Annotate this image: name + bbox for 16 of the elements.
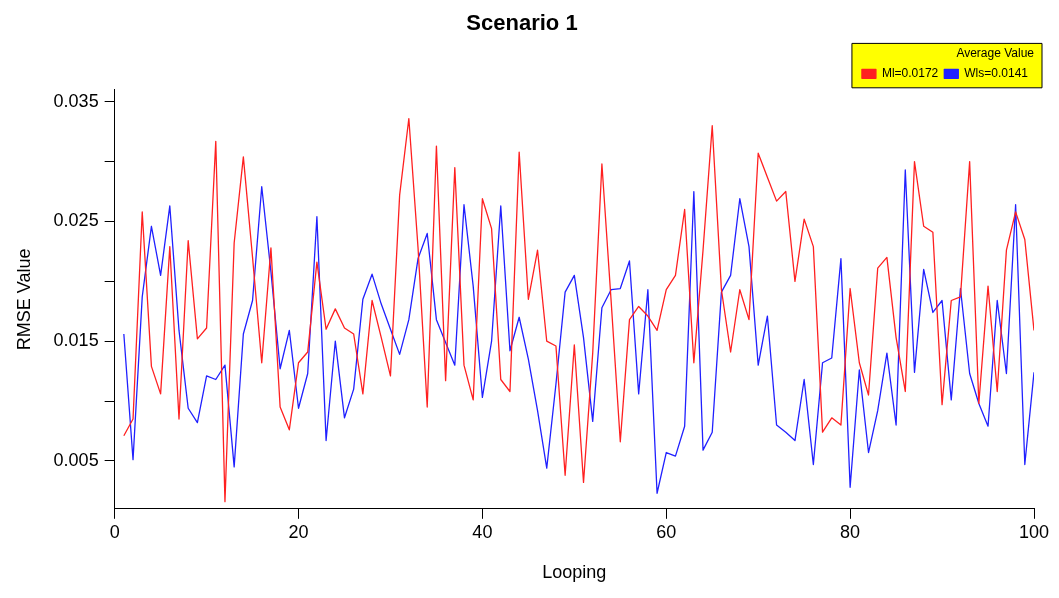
x-tick-label: 100 [1018,521,1050,542]
legend-title: Average Value [956,45,1035,60]
y-tick-label: 0.015 [53,330,99,351]
x-axis-title: Looping [542,562,607,583]
y-tick-label: 0.005 [53,449,99,470]
x-tick-label: 60 [656,521,677,542]
legend-label: Ml=0.0172 [881,66,939,81]
x-tick-label: 40 [472,521,493,542]
y-axis-title: RMSE Value [13,248,34,351]
x-tick-label: 0 [109,521,120,542]
chart-title: Scenario 1 [466,10,578,36]
x-tick-label: 80 [840,521,861,542]
y-tick-label: 0.025 [53,210,99,231]
legend-label: Wls=0.0141 [964,66,1029,81]
x-tick-label: 20 [288,521,309,542]
y-tick-label: 0.035 [53,90,99,111]
